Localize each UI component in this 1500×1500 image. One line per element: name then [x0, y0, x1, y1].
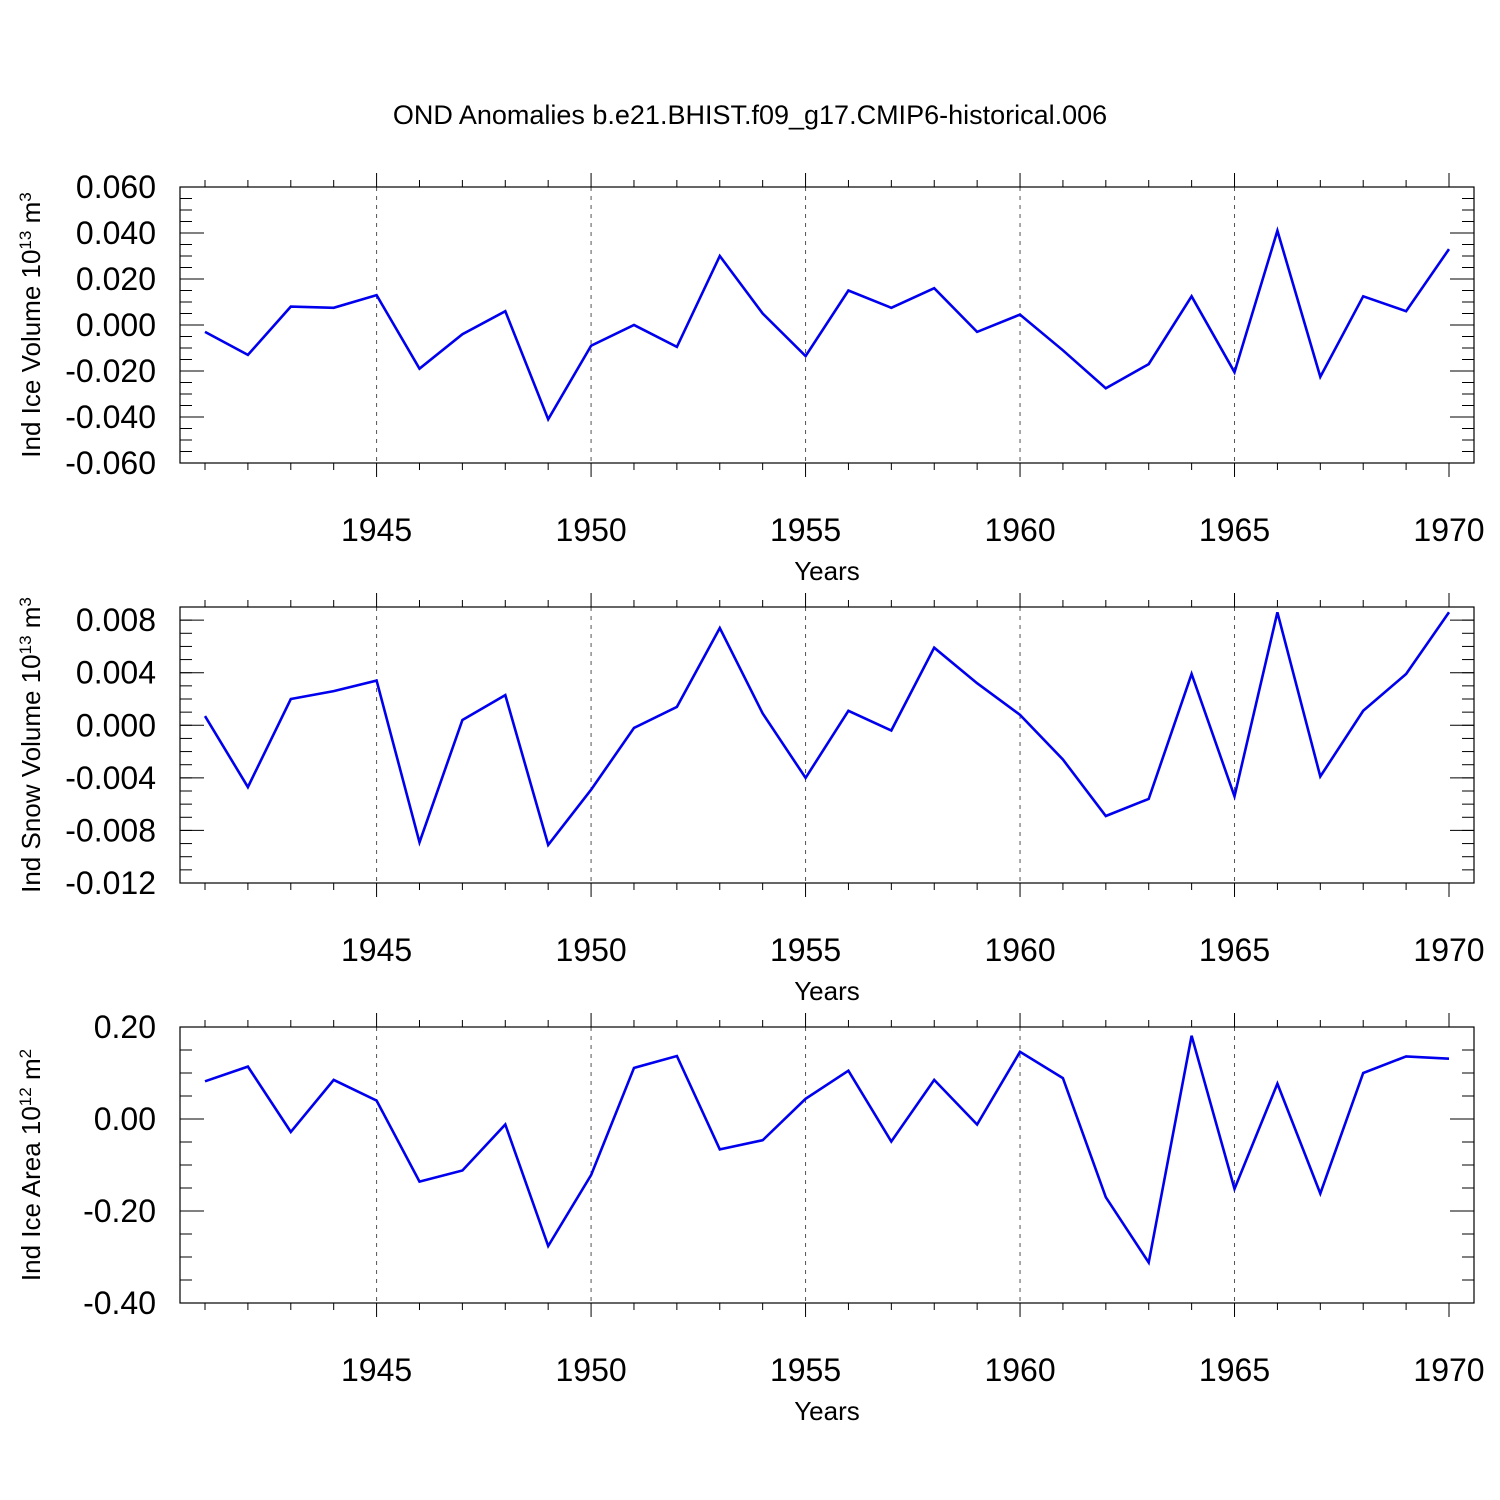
- x-tick-label: 1950: [555, 512, 626, 548]
- y-tick-label: -0.004: [65, 760, 156, 796]
- x-tick-label: 1960: [984, 1352, 1055, 1388]
- x-axis-label: Years: [794, 1396, 860, 1426]
- y-tick-label: -0.040: [65, 399, 156, 435]
- x-tick-label: 1970: [1413, 1352, 1484, 1388]
- y-tick-label: -0.012: [65, 865, 156, 901]
- y-axis-label: Ind Snow Volume 1013 m3: [16, 597, 47, 893]
- y-tick-label: 0.20: [94, 1009, 156, 1045]
- plot-frame: [179, 606, 1475, 884]
- x-tick-label: 1955: [770, 932, 841, 968]
- x-tick-label: 1970: [1413, 512, 1484, 548]
- y-tick-label: 0.000: [76, 707, 156, 743]
- chart-panel-1: -0.060 -0.040 -0.020 0.000 0.020 0.040 0.060 19…: [16, 169, 1485, 586]
- y-tick-label: -0.008: [65, 812, 156, 848]
- x-axis-label: Years: [794, 976, 860, 1006]
- x-tick-label: 1945: [341, 1352, 412, 1388]
- y-tick-label: 0.060: [76, 169, 156, 205]
- y-tick-label: 0.000: [76, 307, 156, 343]
- x-tick-label: 1960: [984, 512, 1055, 548]
- y-tick-label: -0.40: [83, 1285, 156, 1321]
- y-tick-label: 0.00: [94, 1101, 156, 1137]
- y-axis-label: Ind Ice Area 1012 m2: [16, 1049, 47, 1281]
- x-tick-label: 1960: [984, 932, 1055, 968]
- y-tick-label: -0.20: [83, 1193, 156, 1229]
- x-tick-label: 1965: [1199, 932, 1270, 968]
- x-tick-label: 1955: [770, 1352, 841, 1388]
- series-line: [203, 611, 1451, 848]
- x-tick-label: 1950: [555, 932, 626, 968]
- chart-panel-3: -0.40 -0.20 0.00 0.20 1945 1950 1955 1960 1965 19…: [16, 1009, 1485, 1426]
- x-axis-label: Years: [794, 556, 860, 586]
- y-tick-label: 0.008: [76, 602, 156, 638]
- plot-frame: [179, 1026, 1475, 1304]
- x-tick-label: 1965: [1199, 512, 1270, 548]
- y-tick-label: 0.004: [76, 655, 156, 691]
- x-tick-label: 1955: [770, 512, 841, 548]
- x-tick-label: 1945: [341, 932, 412, 968]
- y-tick-label: 0.020: [76, 261, 156, 297]
- series-line: [204, 226, 1451, 423]
- y-tick-label: 0.040: [76, 215, 156, 251]
- x-tick-label: 1950: [555, 1352, 626, 1388]
- x-tick-label: 1970: [1413, 932, 1484, 968]
- y-tick-label: -0.060: [65, 445, 156, 481]
- y-tick-label: -0.020: [65, 353, 156, 389]
- chart-panel-2: -0.012 -0.008 -0.004 0.000 0.004 0.008 1945 195…: [16, 593, 1485, 1006]
- x-tick-label: 1945: [341, 512, 412, 548]
- series-line: [204, 1035, 1450, 1266]
- y-axis-label: Ind Ice Volume 1013 m3: [16, 192, 47, 457]
- x-tick-label: 1965: [1199, 1352, 1270, 1388]
- figure-title: OND Anomalies b.e21.BHIST.f09_g17.CMIP6-…: [393, 100, 1107, 130]
